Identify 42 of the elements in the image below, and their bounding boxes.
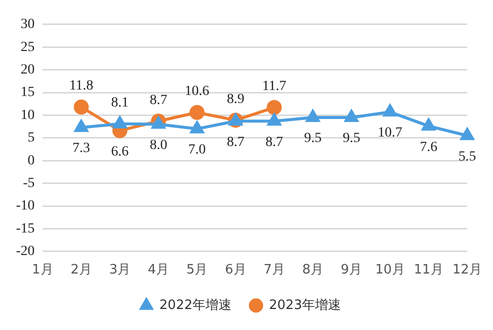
data-label: 7.3 xyxy=(72,141,90,156)
y-tick-label: 0 xyxy=(28,153,35,168)
y-tick-label: -10 xyxy=(16,198,35,214)
x-tick-label: 2月 xyxy=(70,262,92,278)
data-label: 7.0 xyxy=(188,142,206,158)
y-tick-label: -5 xyxy=(22,176,35,191)
x-tick-label: 12月 xyxy=(452,262,482,278)
data-label: 8.7 xyxy=(226,134,244,150)
data-label: 8.7 xyxy=(150,92,168,108)
x-tick-label: 9月 xyxy=(340,262,362,278)
y-tick-label: 20 xyxy=(20,62,35,78)
data-label: 8.0 xyxy=(150,138,168,153)
data-label: 11.7 xyxy=(262,79,286,94)
y-tick-label: 5 xyxy=(28,130,35,146)
x-tick-label: 10月 xyxy=(375,262,405,278)
x-tick-label: 1月 xyxy=(32,262,54,278)
x-tick-label: 3月 xyxy=(109,262,130,278)
x-tick-label: 4月 xyxy=(148,262,170,278)
y-tick-label: -20 xyxy=(16,244,35,260)
data-label: 8.1 xyxy=(111,96,129,110)
x-tick-label: 8月 xyxy=(302,262,324,278)
y-tick-label: 15 xyxy=(20,85,35,100)
y-tick-label: 25 xyxy=(20,40,35,55)
y-tick-label: 30 xyxy=(20,17,35,32)
data-label: 8.7 xyxy=(265,134,283,150)
y-tick-label: -15 xyxy=(16,221,35,236)
x-tick-label: 11月 xyxy=(414,262,444,278)
data-label: 10.7 xyxy=(378,126,402,141)
legend-label: 2023年增速 xyxy=(269,298,342,313)
x-tick-label: 5月 xyxy=(186,262,208,278)
data-label: 6.6 xyxy=(111,144,129,160)
legend-label: 2022年增速 xyxy=(159,298,232,313)
x-tick-label: 7月 xyxy=(264,262,285,278)
data-label: 8.9 xyxy=(226,92,244,107)
y-tick-label: 10 xyxy=(20,108,35,123)
data-label: 11.8 xyxy=(69,78,94,94)
data-label: 5.5 xyxy=(458,149,476,164)
data-label: 10.6 xyxy=(184,84,210,100)
data-label: 7.6 xyxy=(420,140,438,155)
data-label: 9.5 xyxy=(304,131,322,146)
x-tick-label: 6月 xyxy=(225,262,246,278)
data-label: 9.5 xyxy=(342,131,360,146)
